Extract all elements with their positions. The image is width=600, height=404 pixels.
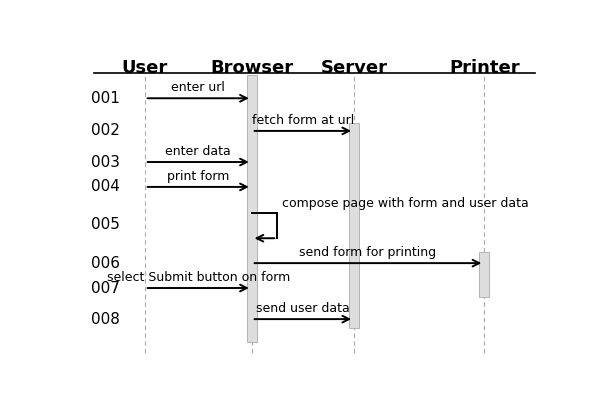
Text: User: User	[122, 59, 168, 78]
Text: Printer: Printer	[449, 59, 520, 78]
Text: Server: Server	[320, 59, 388, 78]
Text: 008: 008	[91, 311, 120, 326]
Text: send user data: send user data	[256, 302, 350, 315]
Text: 006: 006	[91, 256, 120, 271]
Text: 004: 004	[91, 179, 120, 194]
Text: select Submit button on form: select Submit button on form	[107, 271, 290, 284]
Text: send form for printing: send form for printing	[299, 246, 437, 259]
Bar	[479, 252, 490, 297]
Bar	[247, 75, 257, 343]
Text: enter url: enter url	[171, 81, 225, 94]
Bar	[349, 123, 359, 328]
Text: 003: 003	[91, 154, 120, 170]
Text: Browser: Browser	[210, 59, 293, 78]
Text: compose page with form and user data: compose page with form and user data	[282, 197, 529, 210]
Text: fetch form at url: fetch form at url	[252, 114, 354, 127]
Text: 007: 007	[91, 280, 120, 295]
Text: 005: 005	[91, 217, 120, 232]
Text: print form: print form	[167, 170, 229, 183]
Text: 002: 002	[91, 123, 120, 139]
Text: enter data: enter data	[166, 145, 231, 158]
Text: 001: 001	[91, 91, 120, 106]
